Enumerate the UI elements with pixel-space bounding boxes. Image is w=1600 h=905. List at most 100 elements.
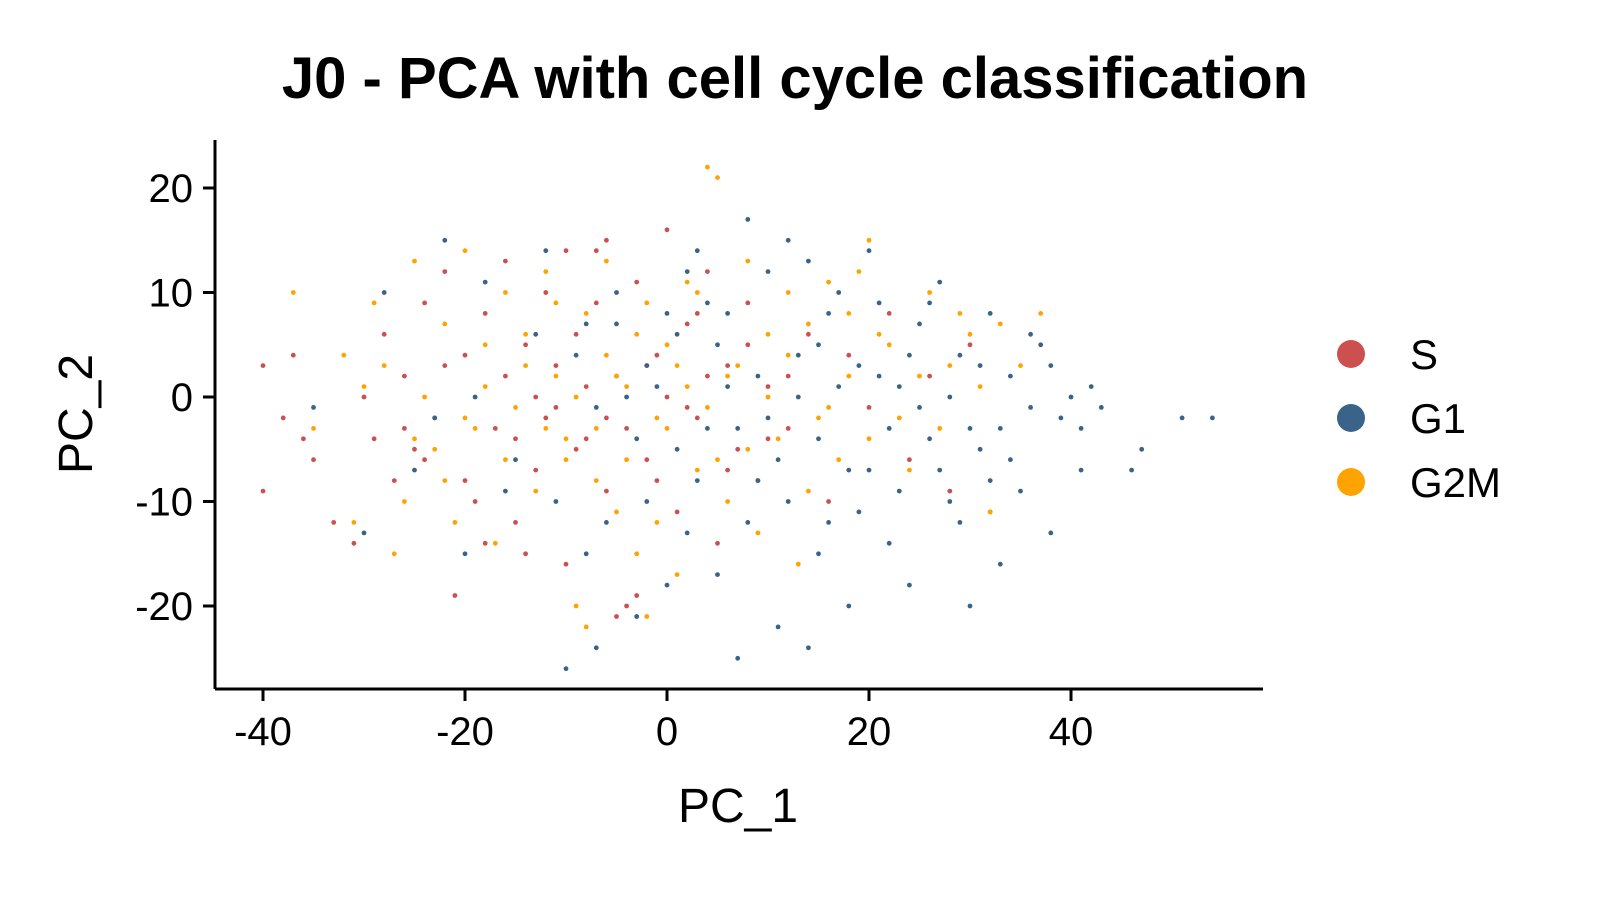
x-tick-label: 0: [656, 710, 678, 754]
y-tick-label: -20: [135, 585, 193, 629]
point-g1-43: [947, 499, 953, 504]
point-g2m-98: [654, 520, 660, 525]
point-s-54: [907, 457, 912, 463]
point-g2m-53: [866, 237, 872, 243]
point-g1-38: [896, 384, 902, 389]
point-g1-30: [816, 342, 821, 348]
point-s-22: [513, 520, 518, 525]
point-s-72: [705, 373, 710, 379]
point-g1-19: [705, 426, 710, 431]
point-g1-68: [795, 352, 801, 358]
point-g1-47: [987, 311, 993, 316]
point-g2m-70: [705, 405, 710, 410]
point-s-61: [604, 237, 609, 243]
point-g2m-101: [614, 373, 619, 379]
point-g1-89: [987, 478, 993, 483]
point-g1-88: [967, 426, 973, 431]
point-g1-66: [886, 426, 892, 431]
point-g2m-84: [826, 405, 831, 410]
point-g1-115: [1048, 363, 1054, 368]
y-tick-label: 10: [149, 272, 194, 316]
point-s-66: [503, 373, 508, 379]
point-s-87: [694, 311, 700, 316]
point-s-8: [371, 436, 377, 442]
point-s-33: [624, 603, 629, 609]
point-g1-31: [826, 520, 831, 525]
point-s-70: [664, 394, 670, 400]
point-s-21: [503, 258, 508, 264]
point-g2m-96: [674, 363, 680, 368]
point-g1-59: [1129, 467, 1134, 473]
point-g1-84: [432, 415, 438, 421]
legend-label-s: S: [1410, 331, 1438, 378]
point-g1-112: [977, 363, 983, 368]
point-s-80: [442, 363, 448, 368]
point-s-84: [745, 342, 751, 348]
point-g1-87: [947, 394, 953, 400]
point-g1-76: [634, 436, 640, 442]
legend-label-g1: G1: [1410, 395, 1466, 442]
point-g1-3: [412, 467, 417, 473]
point-g2m-60: [997, 321, 1003, 327]
point-g2m-22: [553, 373, 559, 379]
point-s-16: [452, 593, 458, 598]
point-g1-109: [836, 384, 842, 389]
y-ticks: -20 -10 0 10 20: [135, 167, 215, 629]
point-s-60: [634, 593, 640, 598]
point-g2m-72: [543, 426, 549, 431]
point-g1-21: [725, 311, 730, 316]
point-s-6: [331, 520, 337, 525]
point-s-15: [442, 269, 448, 274]
point-g1-82: [503, 488, 508, 494]
x-tick-label: 40: [1049, 710, 1094, 754]
point-g2m-16: [492, 540, 498, 546]
point-g2m-26: [593, 426, 599, 431]
point-s-51: [846, 352, 852, 358]
point-g2m-31: [644, 300, 650, 306]
point-g1-98: [705, 300, 710, 306]
point-g2m-85: [846, 311, 852, 316]
point-g1-107: [896, 488, 902, 494]
point-s-25: [543, 290, 549, 295]
point-g1-24: [755, 478, 761, 483]
point-s-74: [604, 415, 609, 421]
point-g1-113: [997, 426, 1003, 431]
point-s-68: [583, 384, 589, 389]
point-g1-14: [644, 363, 650, 368]
point-s-38: [674, 509, 680, 515]
point-g2m-38: [715, 175, 720, 181]
point-g2m-14: [472, 426, 478, 431]
point-s-13: [422, 300, 427, 306]
point-g2m-100: [573, 394, 579, 400]
point-g1-35: [866, 467, 872, 473]
point-g1-65: [816, 551, 821, 557]
point-g2m-75: [482, 384, 488, 389]
point-g2m-68: [664, 426, 670, 431]
x-tick-label: 20: [847, 710, 892, 754]
point-g2m-56: [927, 290, 932, 295]
point-g2m-49: [826, 279, 831, 285]
point-s-12: [412, 446, 417, 452]
point-s-29: [583, 436, 589, 442]
point-g2m-43: [765, 331, 771, 337]
point-s-26: [553, 405, 559, 410]
point-g1-17: [684, 530, 690, 536]
point-g2m-77: [442, 478, 448, 483]
point-g2m-67: [624, 457, 629, 463]
point-s-19: [482, 311, 488, 316]
point-g2m-21: [543, 269, 549, 274]
point-g1-34: [856, 363, 862, 368]
point-s-39: [684, 321, 690, 327]
point-g1-103: [604, 520, 609, 525]
point-s-2: [280, 415, 286, 421]
point-g2m-0: [290, 290, 296, 295]
point-s-11: [402, 373, 407, 379]
point-g2m-35: [684, 279, 690, 285]
point-g1-51: [1028, 331, 1033, 337]
point-s-64: [482, 540, 488, 546]
point-s-56: [947, 488, 953, 494]
point-s-57: [967, 342, 973, 348]
point-g1-1: [361, 530, 367, 536]
point-g1-22: [735, 655, 741, 661]
point-g1-39: [907, 582, 912, 588]
